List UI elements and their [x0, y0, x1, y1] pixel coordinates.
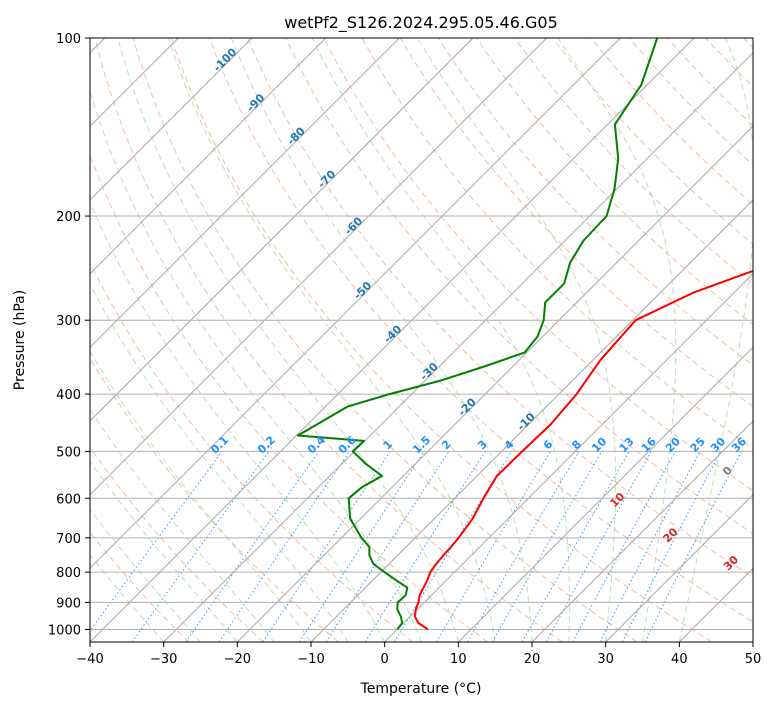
isotherm-line — [90, 38, 400, 349]
mixing-ratio-line — [298, 451, 425, 642]
isotherm-line — [90, 38, 474, 422]
moist-adiabat-line — [678, 38, 753, 642]
y-axis: 100 200 300 400 500 600 700 800 900 1000 — [48, 32, 90, 638]
y-tick-label: 300 — [56, 314, 81, 329]
y-tick-label: 100 — [56, 32, 81, 47]
moist-adiabat-line — [90, 201, 386, 642]
y-tick-label: 900 — [56, 596, 81, 611]
moist-adiabat-line — [90, 460, 238, 642]
isotherms — [90, 38, 753, 642]
x-tick-label: 30 — [597, 652, 614, 667]
x-tick-label: −10 — [297, 652, 324, 667]
dry-adiabat-line — [132, 38, 638, 642]
y-tick-label: 200 — [56, 210, 81, 225]
isotherm-line — [310, 199, 753, 642]
x-tick-label: −20 — [224, 652, 251, 667]
isotherm-line — [90, 38, 695, 642]
moist-adiabat-line — [557, 38, 677, 642]
dry-adiabat-line — [247, 38, 753, 578]
dry-adiabat-line — [209, 38, 753, 623]
mixing-ratio-line — [545, 451, 652, 642]
isotherm-line — [457, 346, 753, 642]
plot-background — [90, 38, 753, 642]
dry-adiabats — [90, 38, 753, 642]
dry-adiabat-line — [514, 38, 753, 285]
moist-adiabats — [90, 38, 753, 642]
y-tick-label: 400 — [56, 388, 81, 403]
mixing-ratio-line — [621, 451, 722, 642]
dry-adiabat-line — [476, 38, 753, 326]
isotherm-line — [90, 38, 253, 201]
x-tick-label: 50 — [745, 652, 762, 667]
moist-adiabat-line — [90, 89, 422, 642]
dry-adiabat-line — [590, 38, 753, 206]
mixing-ratio-line — [185, 451, 320, 642]
isotherm-line — [90, 38, 621, 570]
x-axis-label: Temperature (°C) — [360, 681, 482, 697]
isotherm-line — [605, 493, 753, 642]
isobars — [90, 38, 753, 630]
dry-adiabat-line — [628, 38, 753, 166]
x-tick-label: −30 — [150, 652, 177, 667]
x-axis: −40 −30 −20 −10 0 10 20 30 40 50 — [76, 642, 761, 667]
isotherm-line — [531, 420, 753, 642]
dry-adiabat-line — [399, 38, 753, 408]
y-axis-label: Pressure (hPa) — [12, 290, 28, 390]
x-tick-label: 20 — [524, 652, 541, 667]
plot-area: -100-90-80-70-60-50-40-30-20-100.1 0.2 0.4… — [90, 38, 753, 642]
moist-adiabat-line — [167, 38, 496, 642]
mixing-ratio-line — [521, 451, 630, 642]
moist-adiabat-line — [90, 554, 165, 642]
series-layer — [296, 38, 753, 631]
y-tick-label: 1000 — [48, 623, 81, 638]
plot-frame — [89, 37, 754, 643]
temperature-profile-line — [413, 269, 753, 631]
moist-adiabat-line — [417, 38, 617, 642]
mixing-ratio-line — [572, 451, 676, 642]
y-tick-label: 800 — [56, 566, 81, 581]
x-tick-label: 0 — [381, 652, 389, 667]
isotherm-line — [90, 38, 548, 496]
y-tick-label: 500 — [56, 445, 81, 460]
mixing-ratio-line — [325, 451, 450, 642]
moist-adiabat-line — [90, 408, 275, 642]
isotherm-line — [384, 272, 753, 642]
mixing-ratio-line — [90, 451, 223, 632]
isotherm-line — [90, 38, 327, 275]
moist-adiabat-line — [90, 283, 349, 642]
dry-adiabat-line — [170, 38, 712, 642]
chart-title: wetPf2_S126.2024.295.05.46.G05 — [284, 13, 558, 33]
mixing-ratio-line — [218, 451, 351, 642]
dry-adiabat-line — [323, 38, 753, 492]
dry-adiabat-line — [90, 261, 414, 642]
dry-adiabat-line — [90, 446, 264, 642]
y-tick-label: 600 — [56, 492, 81, 507]
isotherm-line — [236, 125, 753, 642]
x-tick-label: −40 — [76, 652, 103, 667]
dewpoint-profile-line — [296, 38, 659, 631]
x-tick-label: 10 — [450, 652, 467, 667]
mixing-ratio-line — [262, 451, 391, 642]
moist-adiabat-line — [90, 508, 201, 642]
moist-adiabat-line — [311, 38, 570, 642]
x-tick-label: 40 — [671, 652, 688, 667]
y-tick-label: 700 — [56, 532, 81, 547]
isotherm-line — [163, 51, 753, 642]
mixing-ratio-line — [644, 451, 742, 642]
moist-adiabat-line — [230, 38, 533, 642]
dry-adiabat-line — [94, 38, 563, 642]
